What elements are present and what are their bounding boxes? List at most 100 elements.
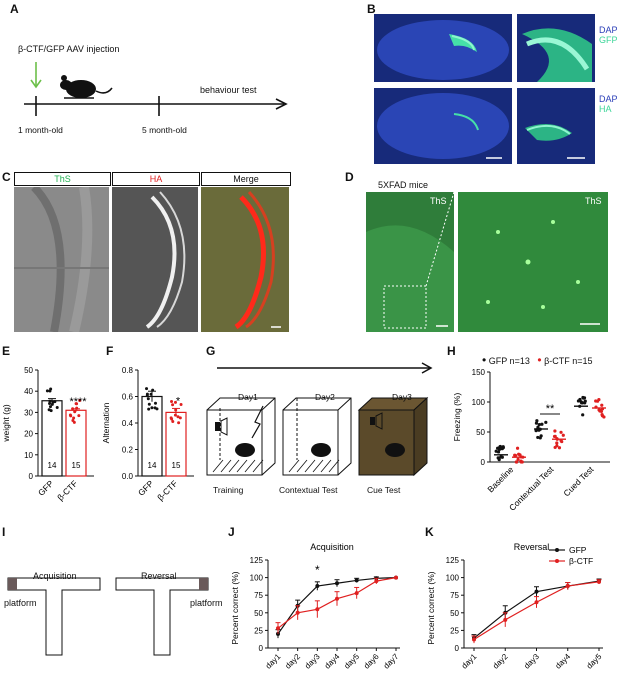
y-axis-label: Alternation <box>101 402 111 443</box>
data-dot <box>171 419 175 423</box>
y-tick-label: 40 <box>24 387 33 396</box>
data-dot <box>559 430 563 434</box>
header-ths: ThS <box>14 172 111 186</box>
data-dot <box>176 415 180 419</box>
significance-mark: **** <box>69 396 87 408</box>
y-tick-label: 125 <box>446 556 460 565</box>
data-dot <box>47 408 51 412</box>
x-tick-label: β-CTF <box>155 478 179 502</box>
data-dot <box>145 394 149 398</box>
y-tick-label: 50 <box>254 609 263 618</box>
data-dot <box>561 433 565 437</box>
header-ha: HA <box>112 172 200 186</box>
contextual-box <box>282 397 352 476</box>
data-dot <box>497 457 501 462</box>
x-tick-label: day7 <box>382 652 401 671</box>
data-dot <box>145 387 149 391</box>
data-dot <box>170 399 174 403</box>
data-point <box>472 637 476 642</box>
data-dot <box>581 413 585 417</box>
panel-letter-g: G <box>206 344 216 358</box>
timepoint-1: 1 month-old <box>18 125 63 135</box>
legend-bctf-label: β-CTF n=15 <box>544 356 593 366</box>
data-dot <box>600 403 604 407</box>
y-tick-label: 50 <box>24 366 33 375</box>
y-tick-label: 0 <box>481 458 486 467</box>
data-point <box>597 579 601 584</box>
legend-marker <box>555 559 559 563</box>
stage-cue: Cue Test <box>367 485 401 495</box>
data-dot <box>149 392 153 396</box>
data-dot <box>498 444 502 449</box>
data-dot <box>500 447 504 451</box>
data-dot <box>537 422 541 427</box>
legend-marker <box>555 548 559 552</box>
y-tick-label: 0.8 <box>122 366 134 375</box>
panel-letter-d: D <box>345 170 354 184</box>
x-tick-label: day5 <box>342 652 361 671</box>
data-point <box>565 584 570 589</box>
data-dot <box>48 405 52 409</box>
cue-box <box>357 396 429 477</box>
header-merge: Merge <box>201 172 291 186</box>
panel-letter-e: E <box>2 344 11 358</box>
micrograph-b-zoom-ha <box>517 88 595 164</box>
data-dot <box>177 421 181 425</box>
data-dot <box>50 402 54 406</box>
fear-conditioning-diagram <box>206 362 433 477</box>
mouse-icon <box>60 75 113 99</box>
data-dot <box>578 397 582 402</box>
acquisition-maze-label: Acquisition <box>33 571 77 581</box>
legend-label: GFP <box>569 545 587 555</box>
data-dot <box>552 434 557 439</box>
y-tick-label: 30 <box>24 408 33 417</box>
data-dot <box>77 414 81 418</box>
training-box <box>206 397 276 476</box>
y-tick-label: 100 <box>250 574 264 583</box>
panel-letter-j: J <box>228 525 235 539</box>
day2-label: Day2 <box>315 392 335 402</box>
injection-arrowhead <box>30 79 42 89</box>
micrograph-d-zoom <box>458 192 608 332</box>
data-dot <box>513 453 518 458</box>
timeline-diagram <box>24 62 288 116</box>
y-tick-label: 0 <box>455 644 460 653</box>
n-label: 14 <box>148 461 157 470</box>
y-tick-label: 125 <box>250 556 264 565</box>
n-label: 15 <box>172 461 181 470</box>
data-dot <box>519 460 523 464</box>
micrograph-c-ha <box>112 187 198 332</box>
data-dot <box>557 446 562 450</box>
data-dot <box>535 419 539 423</box>
panel-letter-a: A <box>10 2 19 16</box>
y-tick-label: 25 <box>254 626 263 635</box>
data-dot <box>539 434 543 438</box>
legend-label: β-CTF <box>569 556 593 566</box>
timepoint-2: 5 month-old <box>142 125 187 135</box>
data-dot <box>500 455 504 459</box>
data-point <box>295 610 300 615</box>
y-tick-label: 100 <box>446 574 460 583</box>
panel-letter-b: B <box>367 2 376 16</box>
y-tick-label: 50 <box>450 609 459 618</box>
panel-letter-k: K <box>425 525 434 539</box>
chart-title: Acquisition <box>310 542 354 552</box>
n-label: 15 <box>72 461 81 470</box>
label-dapi-2: DAPI <box>599 94 617 104</box>
data-dot <box>73 410 77 414</box>
y-tick-label: 50 <box>476 428 485 437</box>
micrograph-b-sagittal-ha <box>374 88 512 164</box>
stage-contextual: Contextual Test <box>279 485 338 495</box>
data-dot <box>580 401 584 405</box>
y-axis-label: Percent correct (%) <box>426 571 436 644</box>
data-point <box>394 575 398 580</box>
timeline-arrowhead <box>275 98 288 110</box>
x-tick-label: day1 <box>264 652 283 671</box>
data-dot <box>602 415 606 419</box>
data-dot <box>178 416 182 420</box>
data-dot <box>174 408 178 412</box>
x-tick-label: GFP <box>36 478 56 498</box>
data-dot <box>173 413 177 417</box>
y-tick-label: 0.4 <box>122 419 134 428</box>
x-tick-label: day5 <box>585 652 604 671</box>
